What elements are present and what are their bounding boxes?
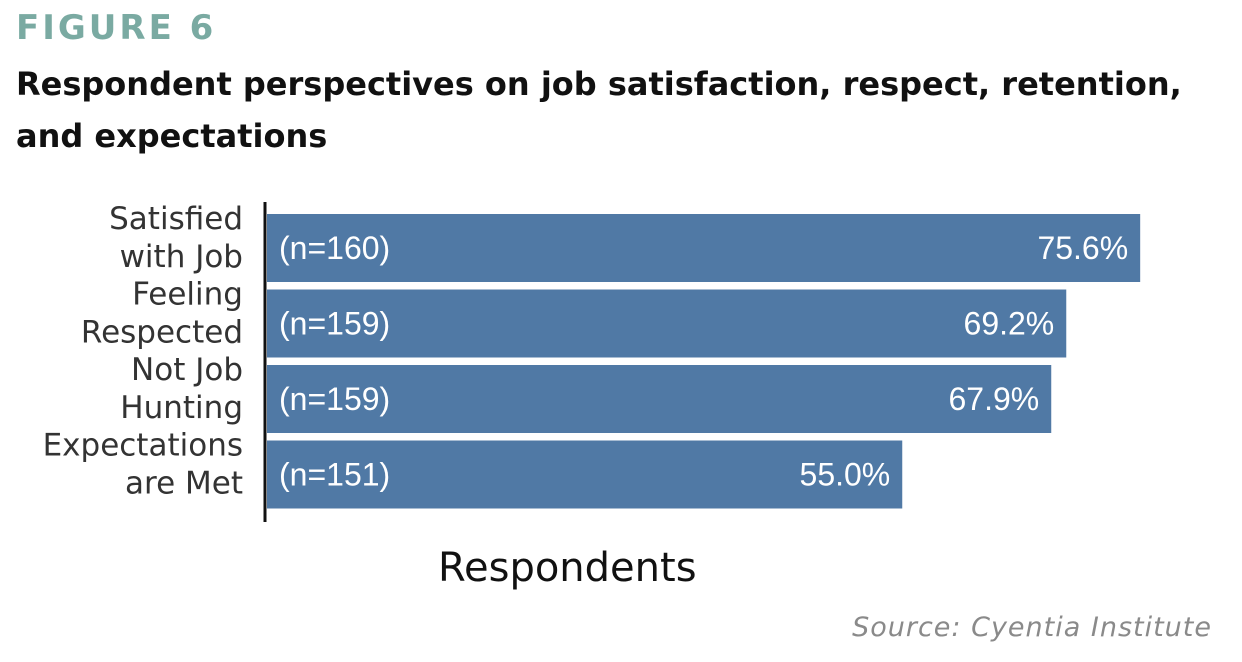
chart-title: Respondent perspectives on job satisfact…	[16, 65, 1182, 155]
bar-3	[267, 365, 1052, 433]
category-label-1: Satisfied with Job	[109, 201, 243, 275]
figure-label: FIGURE 6	[16, 8, 217, 48]
category-label-2: Feeling Respected	[81, 277, 243, 351]
category-label-3: Not Job Hunting	[120, 352, 243, 426]
bar-value-label-4: 55.0%	[800, 457, 891, 493]
bars	[267, 214, 1141, 509]
bar-2	[267, 289, 1067, 358]
bar-4	[267, 440, 903, 509]
bar-labels: (n=160) 75.6% (n=159) 69.2% (n=159) 67.9% (n=1…	[279, 230, 1128, 493]
bar-n-label-4: (n=151)	[279, 457, 390, 493]
bar-n-label-2: (n=159)	[279, 306, 390, 342]
bar-n-label-3: (n=159)	[279, 381, 390, 417]
bar-value-label-3: 67.9%	[949, 381, 1040, 417]
category-label-4: Expectations are Met	[43, 428, 243, 502]
x-axis-label: Respondents	[438, 545, 697, 591]
source-note: Source: Cyentia Institute	[852, 612, 1212, 643]
bar-1	[267, 214, 1141, 282]
bar-n-label-1: (n=160)	[279, 230, 390, 266]
bar-value-label-2: 69.2%	[964, 306, 1055, 342]
bar-value-label-1: 75.6%	[1037, 230, 1128, 266]
